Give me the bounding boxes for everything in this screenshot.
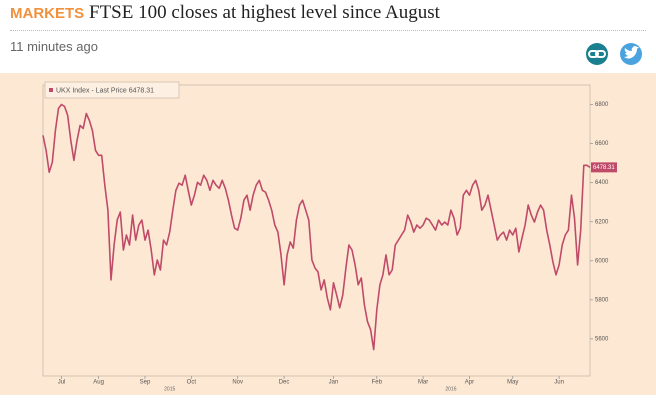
- chart-background: [0, 73, 656, 395]
- legend-swatch: [49, 88, 53, 92]
- plot-frame: [42, 84, 591, 377]
- last-price-label: 6478.31: [593, 165, 615, 171]
- x-tick-label: Jul: [58, 380, 66, 386]
- x-tick-label: Mar: [418, 380, 428, 386]
- y-tick-label: 6400: [595, 180, 609, 186]
- y-tick-label: 6200: [595, 219, 609, 225]
- x-tick-label: May: [507, 380, 518, 386]
- timestamp: 11 minutes ago: [10, 39, 98, 54]
- y-tick-label: 5600: [595, 336, 609, 342]
- y-tick-label: 6000: [595, 258, 609, 264]
- x-tick-label: Feb: [372, 380, 383, 386]
- year-label: 2016: [445, 386, 456, 392]
- headline: FTSE 100 closes at highest level since A…: [89, 2, 440, 23]
- year-label: 2015: [164, 386, 175, 392]
- x-tick-label: Aug: [93, 380, 104, 386]
- divider: [10, 30, 646, 31]
- share-twitter[interactable]: [620, 43, 642, 65]
- legend: [44, 81, 180, 99]
- x-tick-label: Apr: [465, 380, 474, 386]
- price-line: [42, 103, 591, 351]
- legend-label: UKX Index - Last Price 6478.31: [56, 87, 154, 94]
- y-tick-label: 6800: [595, 102, 609, 108]
- x-tick-label: Oct: [187, 380, 197, 386]
- x-tick-label: Jan: [329, 380, 339, 386]
- y-tick-label: 5800: [595, 297, 609, 303]
- y-tick-label: 6600: [595, 141, 609, 147]
- x-tick-label: Sep: [140, 380, 151, 386]
- share-link[interactable]: [586, 43, 608, 65]
- x-tick-label: Dec: [279, 380, 290, 386]
- last-price-tag: [591, 162, 617, 173]
- x-tick-label: Jun: [554, 380, 564, 386]
- x-tick-label: Nov: [232, 380, 243, 386]
- section-label[interactable]: MARKETS: [10, 5, 85, 22]
